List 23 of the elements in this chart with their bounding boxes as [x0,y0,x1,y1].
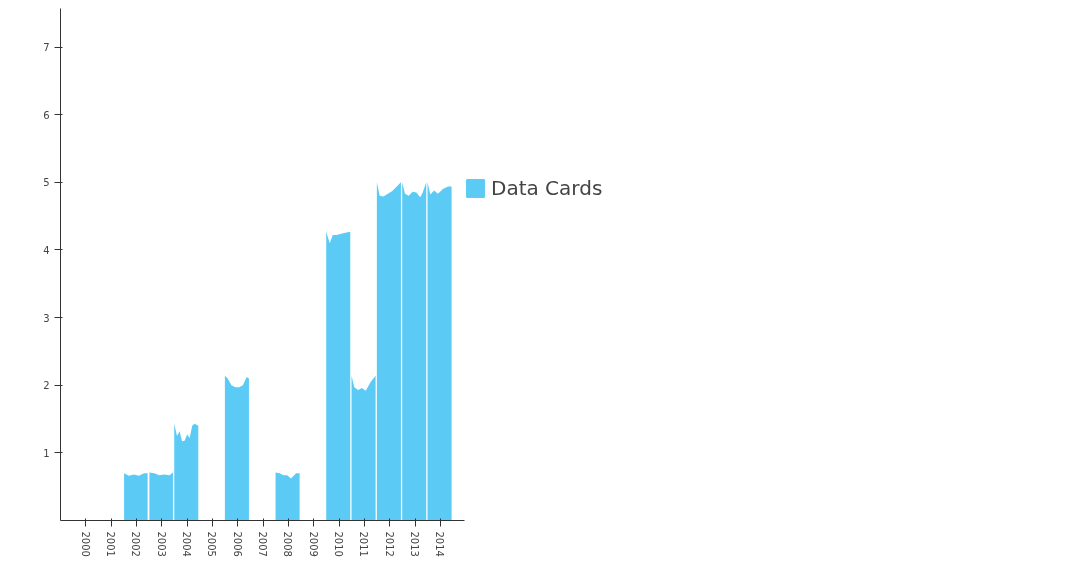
x-tick-label: 2014 [434,531,446,557]
x-tick-label: 2010 [333,531,345,557]
x-tick-label: 2001 [105,531,117,557]
y-tick-label: 4 [43,244,50,256]
x-tick-label: 2011 [358,531,370,557]
y-tick-label: 5 [43,177,50,189]
x-tick-label: 2008 [282,531,294,557]
x-tick-label: 2012 [383,531,395,557]
x-tick-label: 2006 [231,531,243,557]
x-tick-label: 2009 [307,531,319,557]
x-tick-label: 2005 [206,531,218,557]
x-tick-label: 2003 [155,531,167,557]
y-tick-label: 6 [43,109,50,121]
x-tick-label: 2004 [181,531,193,557]
y-tick-label: 1 [43,447,50,459]
legend-label: Data Cards [491,176,603,200]
x-tick-label: 2000 [79,531,91,557]
y-tick-label: 7 [43,42,50,54]
x-tick-label: 2002 [130,531,142,557]
y-tick-label: 2 [43,380,50,392]
x-tick-label: 2013 [409,531,421,557]
x-tick-label: 2007 [257,531,269,557]
y-tick-label: 3 [43,312,50,324]
